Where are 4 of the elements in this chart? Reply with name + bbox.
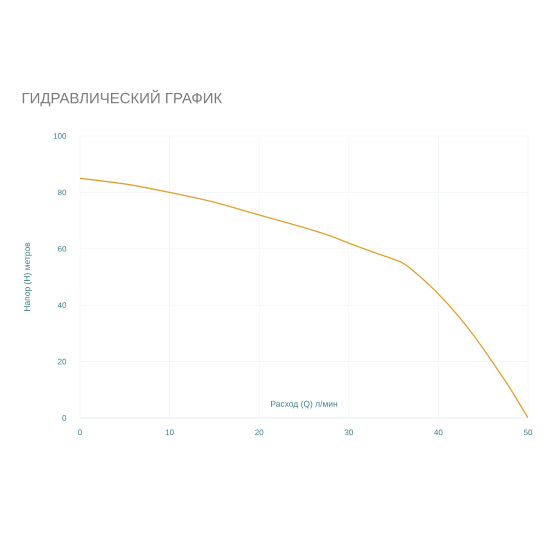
x-axis-title: Расход (Q) л/мин (271, 400, 338, 408)
y-axis-title: Напор (H) метров (24, 242, 32, 311)
line-series (80, 178, 528, 418)
chart-title: ГИДРАВЛИЧЕСКИЙ ГРАФИК (22, 90, 222, 106)
